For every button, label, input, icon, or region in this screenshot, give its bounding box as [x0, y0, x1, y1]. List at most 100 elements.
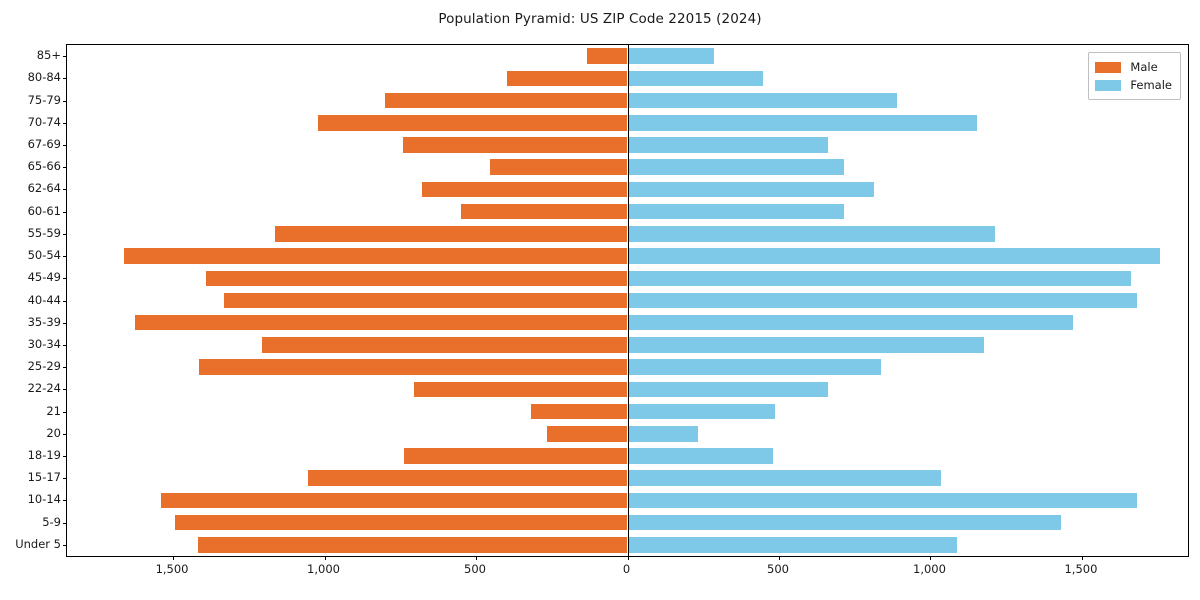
pyramid-row [67, 359, 1188, 375]
y-axis-tick-label: 75-79 [27, 92, 61, 107]
y-axis-tick-label: 10-14 [27, 492, 61, 507]
x-axis-tick-mark [476, 556, 477, 560]
y-axis-tick-mark [63, 522, 67, 524]
x-axis-tick-label: 1,500 [155, 562, 189, 576]
y-axis-tick-label: 21 [46, 403, 61, 418]
bar-female [627, 514, 1061, 531]
y-axis-tick-label: 65-66 [27, 159, 61, 174]
y-axis-tick-mark [63, 100, 67, 102]
y-axis-tick-mark [63, 544, 67, 546]
y-axis-tick-mark [63, 233, 67, 235]
pyramid-row [67, 70, 1188, 87]
pyramid-row [67, 248, 1188, 264]
bar-male [205, 270, 628, 287]
pyramid-row [67, 137, 1188, 153]
y-axis-tick-label: 35-39 [27, 314, 61, 329]
chart-legend: Male Female [1088, 52, 1181, 100]
y-axis-tick-label: 85+ [36, 48, 61, 63]
y-axis-tick-mark [63, 433, 67, 435]
pyramid-row [67, 314, 1188, 331]
pyramid-row [67, 470, 1188, 486]
y-axis-tick-mark [63, 278, 67, 280]
bar-female [627, 226, 995, 242]
y-axis-tick-label: 67-69 [27, 136, 61, 151]
y-axis-tick-label: 15-17 [27, 470, 61, 485]
legend-entry-female: Female [1095, 76, 1172, 94]
pyramid-row [67, 337, 1188, 353]
bar-female [627, 181, 874, 198]
pyramid-row [67, 403, 1188, 420]
bar-male [175, 514, 628, 531]
y-axis-tick-mark [63, 500, 67, 502]
bar-female [627, 48, 714, 64]
x-axis-tick-label: 500 [464, 562, 486, 576]
legend-label-male: Male [1130, 60, 1158, 74]
bar-female [627, 70, 763, 87]
y-axis-tick-mark [63, 78, 67, 80]
x-axis-tick-mark [1081, 556, 1083, 560]
bar-male [308, 470, 628, 486]
y-axis-tick-label: 55-59 [27, 225, 61, 240]
y-axis-tick-label: 62-64 [27, 181, 61, 196]
y-axis-tick-mark [63, 167, 67, 169]
pyramid-row [67, 159, 1188, 175]
bars-container [67, 45, 1188, 556]
bar-female [627, 537, 958, 553]
y-axis-tick-label: 40-44 [27, 292, 61, 307]
x-axis-tick-label: 1,500 [1064, 562, 1098, 576]
bar-male [506, 70, 628, 87]
bar-female [627, 426, 698, 442]
y-axis-tick-label: 18-19 [27, 448, 61, 463]
pyramid-row [67, 48, 1188, 64]
y-axis-tick-label: 80-84 [27, 70, 61, 85]
bar-female [627, 470, 942, 486]
x-axis-tick-mark [930, 556, 932, 560]
bar-male [317, 114, 628, 131]
x-axis-tick-mark [324, 556, 326, 560]
y-axis-tick-label: 30-34 [27, 336, 61, 351]
bar-female [627, 381, 828, 398]
x-axis-tick-mark [778, 556, 780, 560]
bar-male [135, 314, 628, 331]
bar-female [627, 114, 978, 131]
y-axis-tick-mark [63, 56, 67, 58]
bar-female [627, 292, 1137, 309]
x-axis-tick-label: 1,000 [307, 562, 340, 576]
x-axis-tick-label: 0 [622, 562, 631, 576]
pyramid-row [67, 492, 1188, 509]
x-axis-tick-label: 1,000 [913, 562, 946, 576]
bar-female [627, 92, 897, 109]
bar-female [627, 137, 828, 153]
y-axis-tick-label: 20 [46, 425, 61, 440]
bar-female [627, 203, 845, 220]
bar-male [198, 537, 628, 553]
bar-male [530, 403, 628, 420]
y-axis-tick-mark [63, 344, 67, 346]
pyramid-row [67, 381, 1188, 398]
bar-female [627, 359, 881, 375]
bar-male [385, 92, 628, 109]
x-axis-tick-mark [173, 556, 175, 560]
pyramid-row [67, 92, 1188, 109]
pyramid-row [67, 292, 1188, 309]
bar-female [627, 492, 1137, 509]
y-axis-tick-mark [63, 122, 67, 124]
legend-entry-male: Male [1095, 58, 1172, 76]
bar-male [490, 159, 628, 175]
y-axis-tick-label: 70-74 [27, 114, 61, 129]
plot-area: Male Female [63, 44, 1189, 560]
bar-male [460, 203, 628, 220]
y-axis-tick-mark [63, 189, 67, 191]
y-axis-tick-mark [63, 367, 67, 369]
y-axis-tick-mark [63, 322, 67, 324]
bar-female [627, 248, 1161, 264]
pyramid-row [67, 514, 1188, 531]
bar-female [627, 337, 985, 353]
y-axis-tick-label: 5-9 [42, 514, 61, 529]
y-axis-tick-mark [63, 256, 67, 258]
bar-male [413, 381, 628, 398]
y-axis-tick-mark [63, 300, 67, 302]
y-axis-tick-label: 50-54 [27, 248, 61, 263]
legend-swatch-female-icon [1095, 79, 1122, 91]
